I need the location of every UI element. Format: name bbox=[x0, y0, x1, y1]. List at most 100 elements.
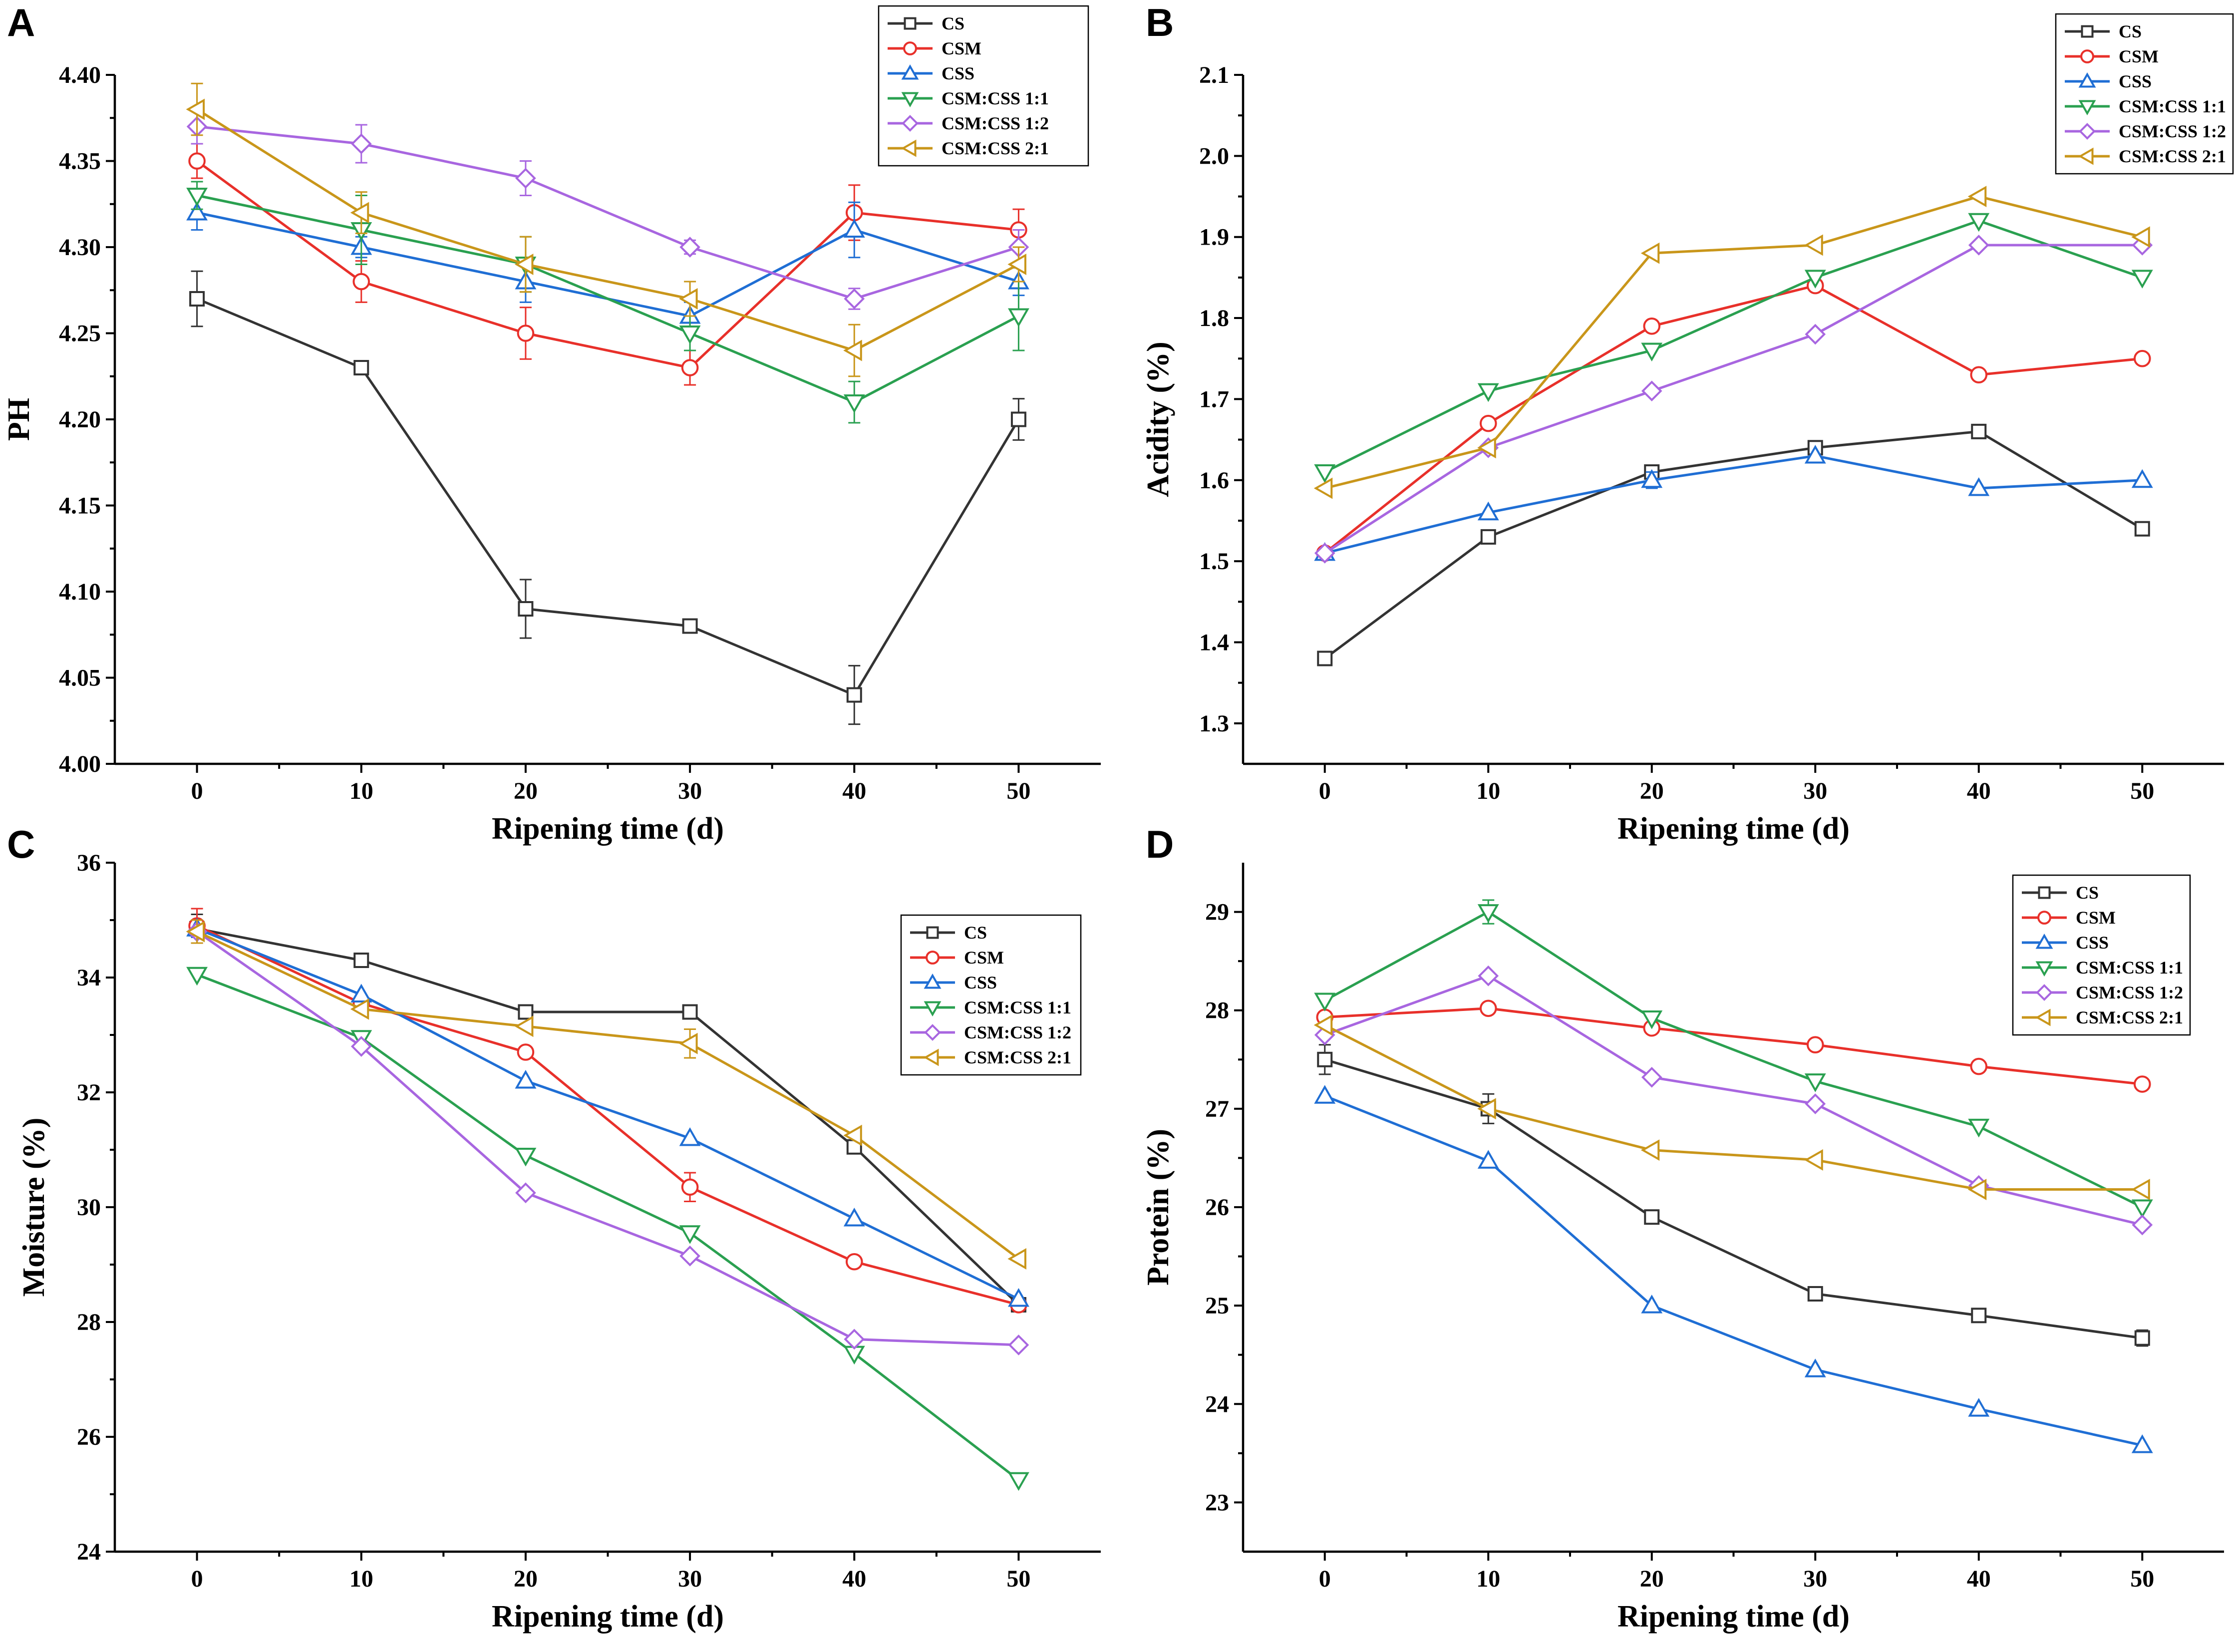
data-point bbox=[1644, 1209, 1660, 1225]
legend-marker bbox=[901, 92, 919, 108]
legend-marker bbox=[2035, 1008, 2051, 1026]
data-point bbox=[1968, 1398, 1990, 1417]
data-point bbox=[2133, 1075, 2151, 1093]
legend-label: CSS bbox=[964, 973, 997, 992]
y-tick-label: 4.10 bbox=[59, 579, 101, 605]
series-cs bbox=[189, 914, 1026, 1313]
x-tick-label: 0 bbox=[191, 1566, 203, 1592]
data-point bbox=[843, 394, 865, 413]
data-point bbox=[1010, 411, 1026, 427]
data-point bbox=[353, 953, 369, 968]
legend-marker bbox=[924, 1001, 942, 1017]
legend-marker bbox=[2079, 123, 2096, 140]
x-tick-label: 30 bbox=[678, 778, 702, 804]
data-point bbox=[845, 1253, 863, 1271]
legend: CS CSM CSS CSM:CSS 1:1 CSM:CSS 1:2 CSM:CSS 2:… bbox=[900, 914, 1082, 1076]
data-point bbox=[1804, 1073, 1826, 1092]
data-point bbox=[1477, 1150, 1499, 1169]
data-point bbox=[1314, 543, 1335, 564]
y-tick-label: 32 bbox=[77, 1079, 101, 1106]
data-point bbox=[1968, 477, 1990, 496]
legend-label: CSM:CSS 1:2 bbox=[2119, 121, 2226, 141]
legend-label: CSM bbox=[964, 948, 1004, 968]
legend-label: CSM bbox=[2076, 908, 2116, 928]
legend-label: CS bbox=[964, 923, 987, 943]
x-tick-label: 30 bbox=[678, 1566, 702, 1592]
x-axis-label: Ripening time (d) bbox=[1617, 812, 1850, 846]
data-point bbox=[1968, 213, 1990, 232]
series-line bbox=[196, 108, 1019, 352]
legend-marker bbox=[2036, 984, 2053, 1001]
x-tick-label: 30 bbox=[1803, 778, 1827, 804]
data-point bbox=[679, 1032, 698, 1054]
legend-box bbox=[2012, 874, 2191, 1036]
data-point bbox=[1478, 965, 1499, 987]
panel-letter: A bbox=[7, 0, 35, 44]
series-line bbox=[1324, 975, 2143, 1226]
legend-marker bbox=[903, 41, 917, 55]
y-tick-label: 4.20 bbox=[59, 406, 101, 433]
data-point bbox=[1641, 469, 1663, 488]
legend-marker bbox=[926, 926, 939, 939]
data-point bbox=[1967, 1179, 1987, 1200]
legend-box bbox=[878, 5, 1089, 167]
data-point bbox=[1970, 1057, 1988, 1075]
series-csm-css-2-1 bbox=[186, 919, 1026, 1270]
series-csm-css-2-1 bbox=[186, 82, 1026, 377]
data-point bbox=[1007, 308, 1029, 328]
legend-box bbox=[900, 914, 1082, 1076]
x-tick-label: 50 bbox=[2130, 778, 2154, 804]
data-point bbox=[1477, 904, 1499, 923]
x-tick-label: 20 bbox=[1640, 778, 1664, 804]
series-csm-css-2-1 bbox=[1313, 1014, 2150, 1200]
data-point bbox=[1477, 501, 1499, 521]
data-point bbox=[350, 133, 372, 154]
legend-label: CS bbox=[2119, 21, 2142, 41]
data-point bbox=[350, 984, 372, 1002]
y-tick-label: 24 bbox=[1205, 1391, 1229, 1417]
y-tick-label: 4.40 bbox=[59, 62, 101, 88]
series-line bbox=[1324, 244, 2143, 554]
data-point bbox=[679, 1245, 700, 1267]
legend-marker bbox=[2078, 147, 2094, 165]
data-point bbox=[2131, 1199, 2153, 1219]
data-point bbox=[2131, 1179, 2150, 1200]
y-tick-label: 28 bbox=[1205, 997, 1229, 1024]
legend-marker bbox=[2035, 933, 2053, 949]
series-csm-css-2-1 bbox=[1313, 186, 2150, 499]
legend-label: CSS bbox=[2119, 71, 2152, 91]
legend-label: CS bbox=[2076, 883, 2099, 903]
series-css bbox=[1314, 445, 2153, 561]
data-point bbox=[515, 1148, 537, 1167]
legend-label: CSM:CSS 1:2 bbox=[2076, 983, 2183, 1002]
series-cs bbox=[1317, 1044, 2150, 1347]
legend-label: CSM bbox=[942, 38, 981, 58]
data-point bbox=[1804, 1358, 1826, 1377]
y-tick-label: 26 bbox=[1205, 1194, 1229, 1221]
series-line bbox=[1324, 284, 2143, 554]
legend-label: CS bbox=[942, 13, 964, 33]
x-tick-label: 0 bbox=[1319, 778, 1331, 804]
series-line bbox=[196, 930, 1019, 1346]
legend-marker bbox=[2035, 961, 2053, 977]
series-css bbox=[1314, 1085, 2153, 1453]
series-csm-css-1-1 bbox=[1314, 899, 2153, 1219]
legend-label: CSM:CSS 1:1 bbox=[942, 88, 1049, 108]
data-point bbox=[1317, 651, 1333, 666]
data-point bbox=[1641, 1295, 1663, 1314]
data-point bbox=[1477, 437, 1496, 459]
y-tick-label: 1.6 bbox=[1199, 467, 1229, 494]
series-line bbox=[1324, 195, 2143, 490]
legend-marker bbox=[2038, 886, 2051, 899]
data-point bbox=[2131, 226, 2150, 248]
x-tick-label: 0 bbox=[1319, 1566, 1331, 1592]
data-point bbox=[186, 188, 208, 207]
legend-label: CSM:CSS 2:1 bbox=[942, 138, 1049, 158]
legend-marker bbox=[2078, 72, 2096, 88]
legend-marker bbox=[2078, 100, 2096, 116]
y-tick-label: 1.3 bbox=[1199, 710, 1229, 737]
data-point bbox=[1477, 1098, 1496, 1120]
legend-label: CSS bbox=[942, 63, 974, 83]
data-point bbox=[515, 1182, 536, 1204]
